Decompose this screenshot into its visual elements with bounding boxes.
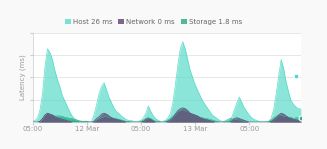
Legend: Host 26 ms, Network 0 ms, Storage 1.8 ms: Host 26 ms, Network 0 ms, Storage 1.8 ms — [62, 16, 245, 28]
Y-axis label: Latency (ms): Latency (ms) — [19, 55, 26, 100]
